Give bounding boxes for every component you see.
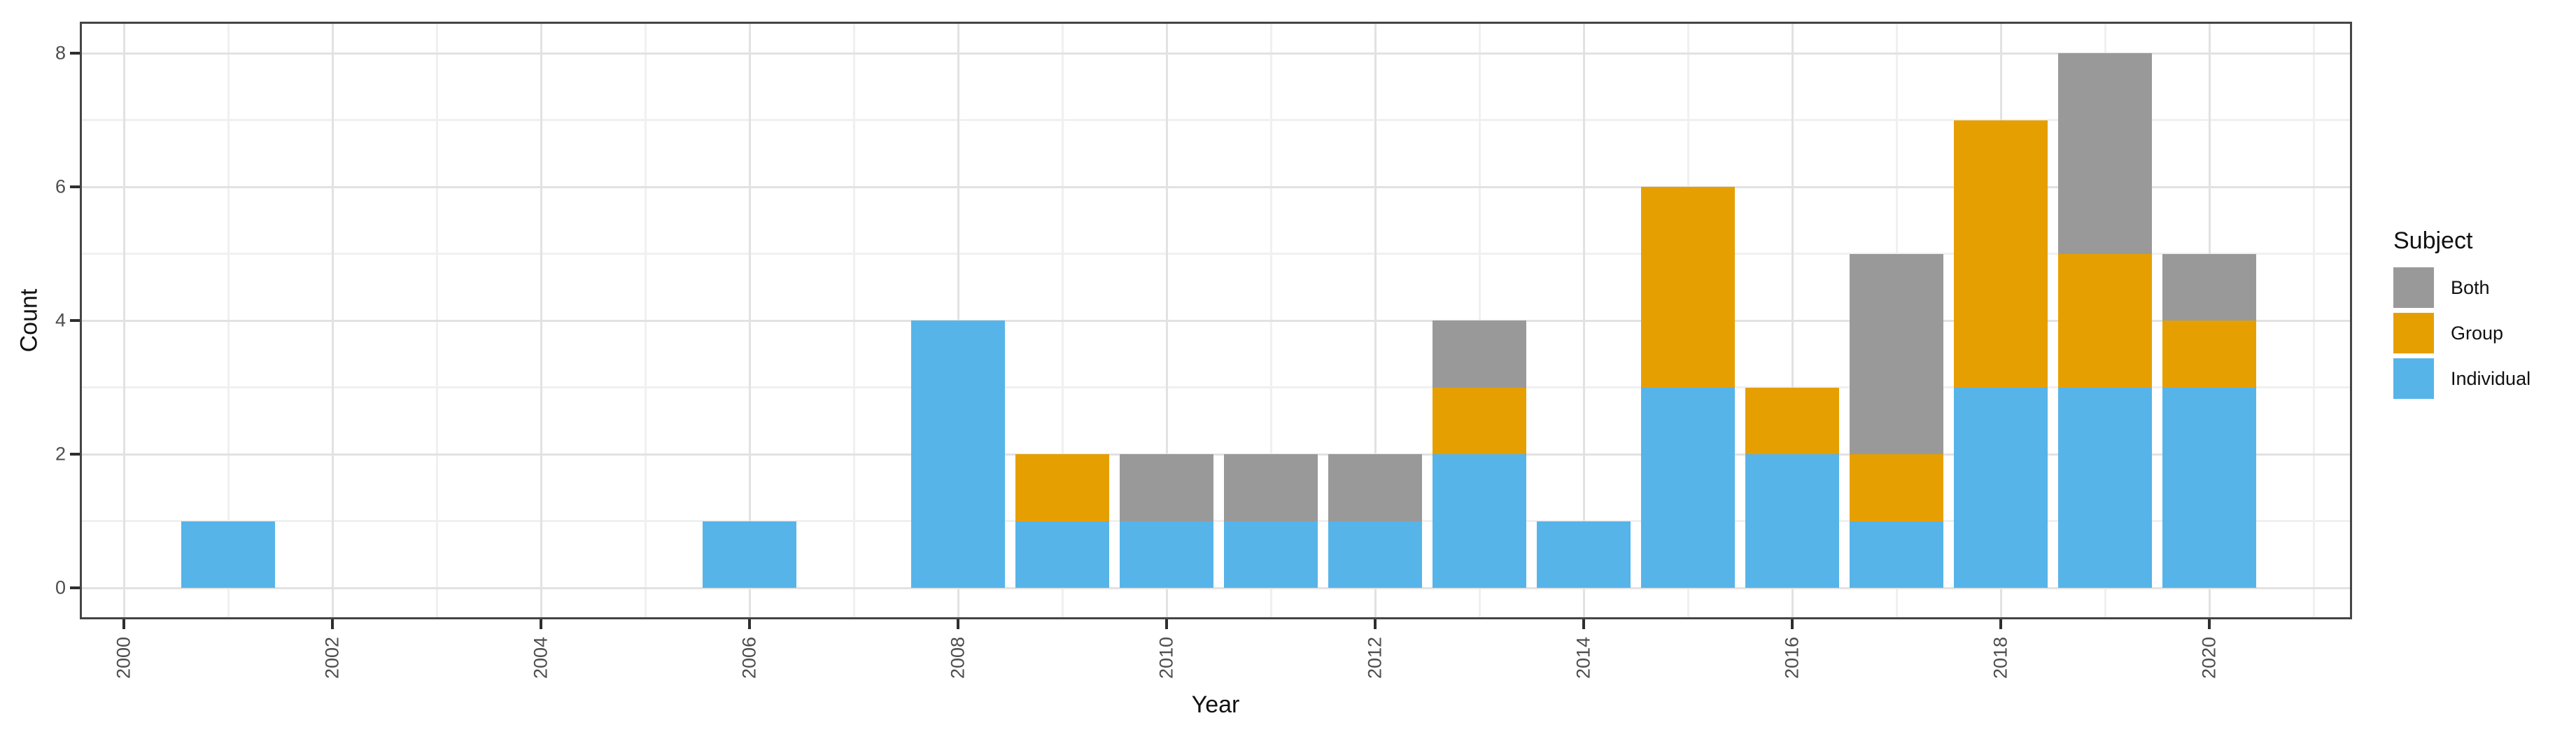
bar-segment-2013-individual [1433, 454, 1526, 588]
y-tick-0 [70, 586, 80, 589]
legend-item-individual: Individual [2393, 358, 2531, 399]
x-tick-label-2016: 2016 [1781, 636, 1803, 680]
bar-segment-2019-individual [2058, 387, 2152, 588]
y-tick-6 [70, 185, 80, 188]
y-tick-label-0: 0 [55, 577, 66, 598]
x-tick-2012 [1374, 619, 1377, 629]
x-tick-2010 [1165, 619, 1168, 629]
bar-segment-2011-both [1224, 454, 1318, 521]
bar-segment-2020-both [2162, 253, 2256, 321]
y-gridline-major-8 [80, 52, 2352, 55]
bar-segment-2018-group [1954, 120, 2048, 388]
x-tick-label-2014: 2014 [1572, 636, 1594, 680]
legend-swatch-individual [2393, 358, 2434, 399]
y-tick-label-8: 8 [55, 42, 66, 64]
x-tick-2014 [1582, 619, 1585, 629]
x-tick-2008 [957, 619, 959, 629]
bar-segment-2006-individual [703, 521, 796, 588]
bar-segment-2008-individual [911, 321, 1005, 588]
x-tick-label-2012: 2012 [1364, 636, 1386, 680]
legend-label-individual: Individual [2451, 367, 2531, 389]
legend-title: Subject [2393, 227, 2473, 254]
x-tick-label-2006: 2006 [738, 636, 760, 680]
legend: Subject Both Group Individual [2393, 227, 2531, 404]
bar-segment-2020-individual [2162, 387, 2256, 588]
legend-label-both: Both [2451, 276, 2490, 298]
x-tick-2016 [1791, 619, 1794, 629]
bar-segment-2009-group [1015, 454, 1109, 521]
bar-segment-2012-both [1328, 454, 1422, 521]
bar-segment-2020-group [2162, 321, 2256, 388]
bar-segment-2016-individual [1745, 454, 1839, 588]
y-gridline-major-2 [80, 453, 2352, 456]
bar-segment-2013-group [1433, 387, 1526, 454]
x-tick-2006 [748, 619, 751, 629]
x-tick-2020 [2208, 619, 2211, 629]
bar-segment-2010-both [1120, 454, 1213, 521]
y-tick-label-2: 2 [55, 443, 66, 465]
bar-segment-2010-individual [1120, 521, 1213, 588]
y-gridline-major-0 [80, 586, 2352, 589]
y-gridline-major-6 [80, 185, 2352, 188]
legend-item-group: Group [2393, 313, 2531, 353]
y-tick-label-6: 6 [55, 176, 66, 197]
y-gridline-minor-7 [80, 119, 2352, 121]
bar-segment-2016-group [1745, 387, 1839, 454]
y-tick-label-4: 4 [55, 309, 66, 331]
legend-label-group: Group [2451, 322, 2504, 344]
bar-segment-2019-both [2058, 53, 2152, 254]
bar-segment-2013-both [1433, 321, 1526, 388]
y-tick-2 [70, 453, 80, 456]
bar-segment-2015-individual [1641, 387, 1735, 588]
x-tick-label-2010: 2010 [1155, 636, 1177, 680]
bar-segment-2018-individual [1954, 387, 2048, 588]
bar-segment-2017-both [1850, 253, 1943, 454]
bar-segment-2017-individual [1850, 521, 1943, 588]
y-tick-4 [70, 319, 80, 322]
x-axis-title: Year [1191, 691, 1240, 718]
x-tick-2018 [1999, 619, 2002, 629]
y-tick-8 [70, 52, 80, 55]
y-gridline-minor-5 [80, 253, 2352, 255]
x-tick-2002 [331, 619, 334, 629]
y-gridline-minor-1 [80, 520, 2352, 522]
bar-segment-2011-individual [1224, 521, 1318, 588]
bar-segment-2019-group [2058, 253, 2152, 388]
x-tick-2000 [122, 619, 125, 629]
y-gridline-major-4 [80, 319, 2352, 322]
x-tick-label-2000: 2000 [113, 636, 134, 680]
plot-panel [80, 22, 2352, 619]
legend-swatch-both [2393, 267, 2434, 308]
y-gridline-minor-3 [80, 386, 2352, 388]
x-tick-label-2004: 2004 [530, 636, 551, 680]
bar-segment-2014-individual [1537, 521, 1631, 588]
bar-segment-2015-group [1641, 187, 1735, 388]
x-tick-label-2008: 2008 [947, 636, 969, 680]
bar-segment-2017-group [1850, 454, 1943, 521]
bar-segment-2012-individual [1328, 521, 1422, 588]
x-tick-label-2002: 2002 [321, 636, 343, 680]
legend-swatch-group [2393, 313, 2434, 353]
bar-segment-2009-individual [1015, 521, 1109, 588]
legend-item-both: Both [2393, 267, 2531, 308]
x-tick-label-2020: 2020 [2198, 636, 2220, 680]
bar-segment-2001-individual [181, 521, 275, 588]
x-tick-2004 [540, 619, 542, 629]
x-tick-label-2018: 2018 [1990, 636, 2011, 680]
